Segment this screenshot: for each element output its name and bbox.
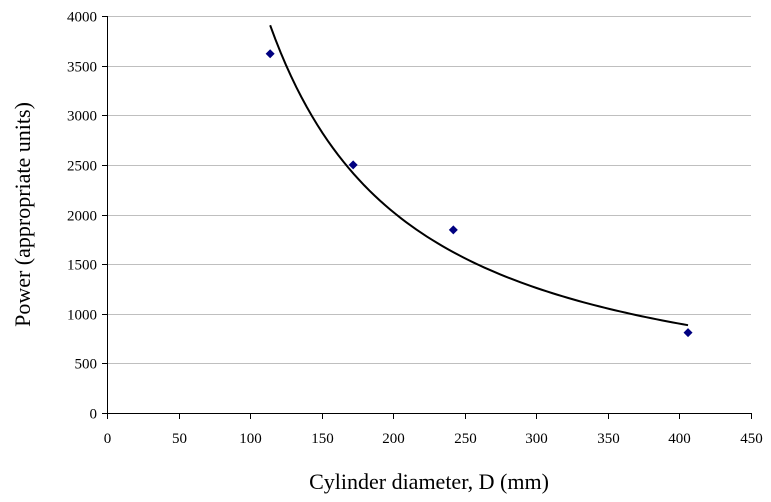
x-tick-label-150: 150 [311, 431, 334, 447]
y-tick-label-3000: 3000 [67, 109, 97, 125]
axes [107, 16, 751, 414]
x-axis-title: Cylinder diameter, D (mm) [309, 469, 549, 494]
data-points [265, 49, 693, 338]
x-tick-label-450: 450 [740, 431, 763, 447]
y-axis-ticks: 0 500 1000 1500 2000 2500 3000 3500 4000 [67, 10, 108, 423]
x-tick-label-50: 50 [172, 431, 187, 447]
y-tick-label-0: 0 [90, 407, 98, 423]
y-tick-label-3500: 3500 [67, 60, 97, 76]
x-tick-label-350: 350 [597, 431, 620, 447]
data-point-4 [683, 328, 693, 338]
x-tick-label-300: 300 [525, 431, 548, 447]
x-tick-label-200: 200 [382, 431, 405, 447]
x-tick-label-250: 250 [454, 431, 477, 447]
y-tick-label-2000: 2000 [67, 209, 97, 225]
y-tick-label-500: 500 [75, 357, 98, 373]
x-tick-label-100: 100 [239, 431, 262, 447]
y-tick-label-2500: 2500 [67, 159, 97, 175]
x-tick-label-0: 0 [104, 431, 112, 447]
y-tick-label-1500: 1500 [67, 258, 97, 274]
y-axis-title: Power (appropriate units) [10, 102, 35, 327]
x-tick-label-400: 400 [668, 431, 691, 447]
trendline-group [269, 24, 689, 327]
x-axis-ticks: 0 50 100 150 200 250 300 350 400 450 [104, 413, 763, 447]
data-point-2 [348, 160, 358, 170]
y-tick-label-4000: 4000 [67, 10, 97, 26]
y-tick-label-1000: 1000 [67, 308, 97, 324]
data-point-3 [448, 225, 458, 235]
power-trendline [269, 24, 689, 327]
data-point-1 [265, 49, 275, 59]
grid-lines [107, 16, 751, 364]
